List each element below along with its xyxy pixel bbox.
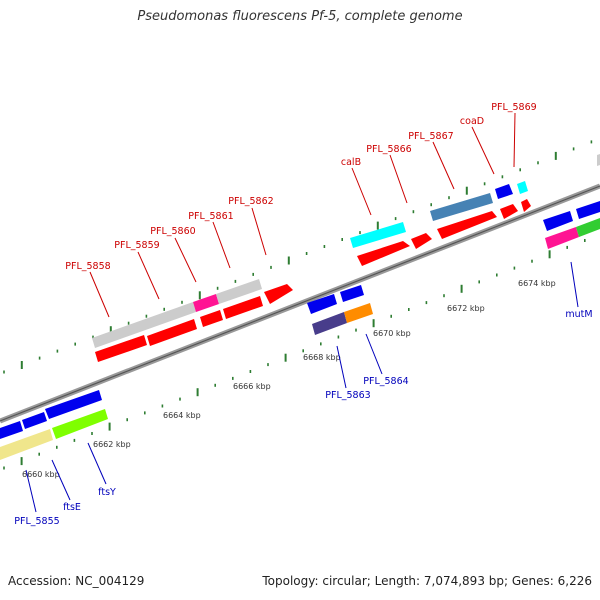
gene-label[interactable]: PFL_5858 [65,261,110,272]
gene-feature[interactable] [340,285,364,302]
gene-feature[interactable] [543,211,573,231]
top-leader-lines [89,112,516,318]
gene-feature[interactable] [0,421,23,439]
map-title: Pseudomonas fluorescens Pf-5, complete g… [137,9,463,24]
topology-summary: Topology: circular; Length: 7,074,893 bp… [262,574,592,588]
gene-label[interactable]: PFL_5863 [325,390,370,401]
bottom-tick-row [3,239,586,470]
gene-feature[interactable] [45,390,102,419]
gene-feature[interactable] [430,193,493,221]
kbp-label: 6662 kbp [93,440,131,449]
reverse-strand-features [0,201,600,460]
kbp-label: 6674 kbp [518,279,556,288]
kbp-label: 6670 kbp [373,329,411,338]
bottom-leader-lines [25,261,579,513]
gene-label[interactable]: PFL_5859 [114,240,159,251]
gene-feature[interactable] [576,201,600,219]
gene-label[interactable]: calB [341,157,361,168]
accession-text: Accession: NC_004129 [8,574,144,588]
leader-line [212,221,231,269]
forward-strand-features [92,154,600,362]
gene-feature[interactable] [264,284,293,304]
gene-label[interactable]: mutM [565,309,592,320]
gene-label[interactable]: PFL_5861 [188,211,233,222]
gene-feature[interactable] [95,335,147,362]
gene-label[interactable]: PFL_5860 [150,226,195,237]
gene-feature[interactable] [223,296,263,319]
kbp-label: 6666 kbp [233,382,271,391]
leader-line [570,261,579,308]
gene-feature[interactable] [52,409,108,439]
gene-feature[interactable] [597,154,600,166]
gene-feature[interactable] [0,429,53,460]
gene-feature[interactable] [545,227,579,249]
gene-feature[interactable] [517,181,528,194]
accession-prefix: Accession: [8,574,72,588]
gene-feature[interactable] [147,319,197,346]
leader-line [513,112,516,168]
gene-label[interactable]: PFL_5867 [408,131,453,142]
gene-label[interactable]: ftsY [98,487,116,498]
gene-feature[interactable] [200,310,223,327]
leader-line [51,459,71,501]
gene-feature[interactable] [350,222,406,248]
kbp-label: 6664 kbp [163,411,201,420]
accession-value: NC_004129 [75,574,145,588]
gene-feature[interactable] [357,241,410,266]
gene-feature[interactable] [411,233,432,249]
top-gene-labels: PFL_5858 PFL_5859 PFL_5860 PFL_5861 PFL_… [65,102,536,272]
leader-line [251,207,267,256]
bottom-gene-labels: PFL_5855 ftsE ftsY PFL_5863 PFL_5864 mut… [14,309,592,527]
leader-line [351,167,372,216]
gene-feature[interactable] [500,204,518,219]
kbp-label: 6672 kbp [447,304,485,313]
gene-label[interactable]: PFL_5864 [363,376,408,387]
leader-line [336,345,347,389]
gene-feature[interactable] [495,184,513,199]
leader-line [174,237,197,283]
genome-axis-core [0,185,600,422]
leader-line [87,442,107,485]
gene-feature[interactable] [193,294,219,312]
gene-feature[interactable] [312,312,347,335]
gene-label[interactable]: ftsE [63,502,81,513]
kbp-label: 6668 kbp [303,353,341,362]
gene-label[interactable]: PFL_5869 [491,102,536,113]
kbp-label: 6660 kbp [22,470,60,479]
gene-label[interactable]: PFL_5855 [14,516,59,527]
gene-label[interactable]: coaD [460,116,484,127]
leader-line [389,154,408,204]
gene-feature[interactable] [521,199,531,212]
gene-label[interactable]: PFL_5862 [228,196,273,207]
leader-line [89,271,110,318]
leader-line [25,469,37,513]
leader-line [137,251,160,300]
leader-line [471,126,495,175]
gene-feature[interactable] [216,279,262,304]
gene-feature[interactable] [576,218,600,237]
gene-feature[interactable] [22,412,47,429]
gene-feature[interactable] [92,302,196,348]
leader-line [365,333,383,375]
gene-label[interactable]: PFL_5866 [366,144,411,155]
leader-line [432,141,455,190]
gene-feature[interactable] [344,303,373,323]
gene-feature[interactable] [307,294,337,314]
gene-feature[interactable] [437,211,497,239]
top-tick-row [3,140,593,374]
